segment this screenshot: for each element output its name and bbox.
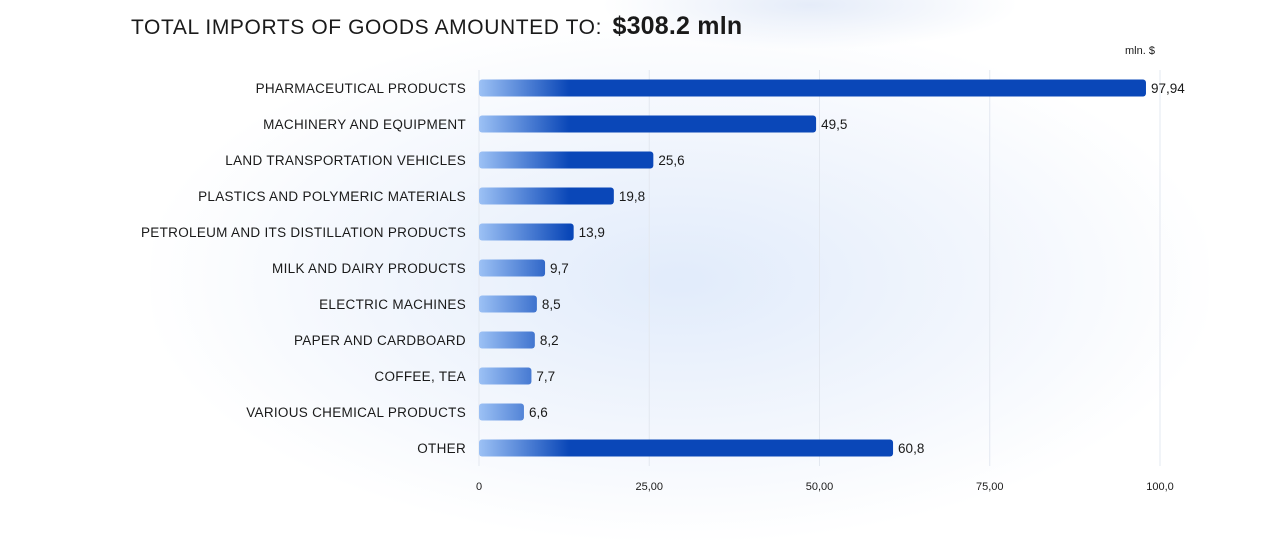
value-label: 97,94 — [1151, 81, 1185, 96]
chart-title: TOTAL IMPORTS OF GOODS AMOUNTED TO: $308… — [131, 10, 742, 42]
value-label: 9,7 — [550, 261, 569, 276]
bar — [479, 79, 1146, 97]
category-label: ELECTRIC MACHINES — [319, 297, 466, 312]
bar — [479, 187, 614, 205]
x-tick-label: 50,00 — [806, 481, 834, 493]
background-top-glow — [600, 0, 1020, 50]
category-label: COFFEE, TEA — [374, 369, 466, 384]
category-label: PAPER AND CARDBOARD — [294, 333, 466, 348]
chart-title-value: $308.2 mln — [612, 12, 743, 40]
value-label: 8,5 — [542, 297, 561, 312]
chart-title-label: TOTAL IMPORTS OF GOODS AMOUNTED TO: — [131, 16, 603, 39]
value-label: 60,8 — [898, 441, 924, 456]
value-label: 8,2 — [540, 333, 559, 348]
bar — [479, 223, 574, 241]
bar — [479, 259, 546, 277]
category-label: MILK AND DAIRY PRODUCTS — [272, 261, 466, 276]
x-tick-label: 25,00 — [635, 481, 663, 493]
unit-label: mln. $ — [1125, 45, 1155, 57]
bar — [479, 331, 535, 349]
bar — [479, 151, 654, 169]
value-label: 6,6 — [529, 405, 548, 420]
x-tick-label: 100,0 — [1146, 481, 1174, 493]
value-label: 13,9 — [579, 225, 605, 240]
x-tick-label: 75,00 — [976, 481, 1004, 493]
category-label: LAND TRANSPORTATION VEHICLES — [225, 153, 466, 168]
bar — [479, 403, 524, 421]
category-label: PLASTICS AND POLYMERIC MATERIALS — [198, 189, 466, 204]
bar-chart: 0 25,00 50,00 75,00 100,0 PHARMACEUTICAL PROD… — [141, 70, 1185, 493]
x-tick-label: 0 — [476, 481, 482, 493]
bar — [479, 439, 894, 457]
category-label: VARIOUS CHEMICAL PRODUCTS — [246, 405, 466, 420]
value-label: 49,5 — [821, 117, 847, 132]
value-label: 7,7 — [536, 369, 555, 384]
bar — [479, 367, 532, 385]
category-label: OTHER — [417, 441, 466, 456]
value-label: 25,6 — [658, 153, 684, 168]
category-label: MACHINERY AND EQUIPMENT — [263, 117, 466, 132]
bar — [479, 295, 537, 313]
category-label: PHARMACEUTICAL PRODUCTS — [256, 81, 466, 96]
category-label: PETROLEUM AND ITS DISTILLATION PRODUCTS — [141, 225, 466, 240]
value-label: 19,8 — [619, 189, 645, 204]
bar — [479, 115, 817, 133]
